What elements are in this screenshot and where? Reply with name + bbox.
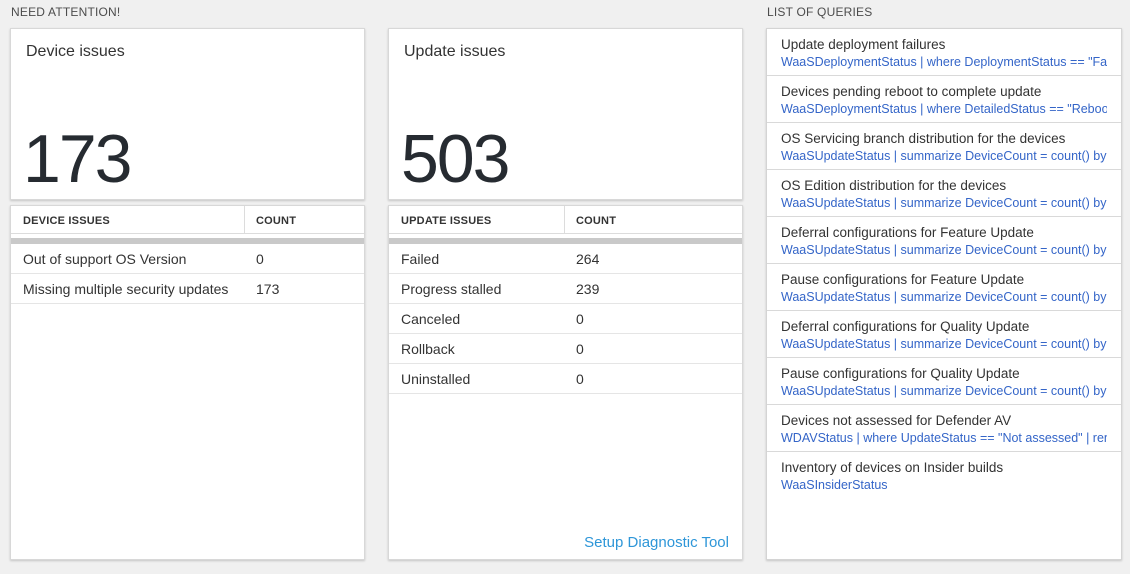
table-row[interactable]: Canceled 0 bbox=[389, 304, 742, 334]
update-issues-tile-title: Update issues bbox=[404, 43, 506, 60]
device-issues-table-header: DEVICE ISSUES COUNT bbox=[11, 206, 364, 234]
query-list-item[interactable]: OS Edition distribution for the devices … bbox=[767, 170, 1121, 217]
table-row[interactable]: Failed 264 bbox=[389, 244, 742, 274]
device-issues-count: 173 bbox=[23, 121, 132, 197]
list-of-queries-heading: LIST OF QUERIES bbox=[767, 5, 873, 19]
column-header-count[interactable]: COUNT bbox=[256, 215, 297, 227]
need-attention-heading-spacer bbox=[388, 0, 743, 28]
table-row[interactable]: Progress stalled 239 bbox=[389, 274, 742, 304]
table-row-count: 0 bbox=[256, 251, 264, 267]
query-list-item[interactable]: Pause configurations for Feature Update … bbox=[767, 264, 1121, 311]
query-title: OS Edition distribution for the devices bbox=[781, 178, 1007, 193]
table-row[interactable]: Out of support OS Version 0 bbox=[11, 244, 364, 274]
query-list-item[interactable]: Devices not assessed for Defender AV WDA… bbox=[767, 405, 1121, 452]
query-title: Update deployment failures bbox=[781, 37, 946, 52]
horizontal-scrollbar[interactable] bbox=[389, 238, 742, 244]
update-issues-table: UPDATE ISSUES COUNT Failed 264 Progress … bbox=[388, 205, 743, 560]
query-list-item[interactable]: Update deployment failures WaaSDeploymen… bbox=[767, 29, 1121, 76]
query-list-item[interactable]: Devices pending reboot to complete updat… bbox=[767, 76, 1121, 123]
setup-diagnostic-tool-link[interactable]: Setup Diagnostic Tool bbox=[584, 534, 729, 551]
query-title: Inventory of devices on Insider builds bbox=[781, 460, 1004, 475]
horizontal-scrollbar[interactable] bbox=[11, 238, 364, 244]
need-attention-heading: NEED ATTENTION! bbox=[11, 5, 121, 19]
query-list-item[interactable]: Deferral configurations for Quality Upda… bbox=[767, 311, 1121, 358]
column-header-update-issues[interactable]: UPDATE ISSUES bbox=[389, 206, 565, 233]
update-issues-table-header: UPDATE ISSUES COUNT bbox=[389, 206, 742, 234]
query-text: WaaSUpdateStatus | summarize DeviceCount… bbox=[781, 149, 1107, 163]
table-row-count: 0 bbox=[576, 371, 584, 387]
table-row[interactable]: Uninstalled 0 bbox=[389, 364, 742, 394]
table-row-label: Uninstalled bbox=[401, 371, 471, 387]
device-issues-tile[interactable]: Device issues 173 bbox=[10, 28, 365, 200]
table-row-label: Out of support OS Version bbox=[23, 251, 187, 267]
table-row[interactable]: Missing multiple security updates 173 bbox=[11, 274, 364, 304]
query-text: WaaSDeploymentStatus | where DetailedSta… bbox=[781, 102, 1107, 116]
query-title: Deferral configurations for Feature Upda… bbox=[781, 225, 1034, 240]
table-row-count: 173 bbox=[256, 281, 280, 297]
query-list-item[interactable]: Pause configurations for Quality Update … bbox=[767, 358, 1121, 405]
query-title: Deferral configurations for Quality Upda… bbox=[781, 319, 1030, 334]
query-title: Devices not assessed for Defender AV bbox=[781, 413, 1012, 428]
update-issues-count: 503 bbox=[401, 121, 510, 197]
query-list-item[interactable]: Inventory of devices on Insider builds W… bbox=[767, 452, 1121, 559]
update-issues-tile[interactable]: Update issues 503 bbox=[388, 28, 743, 200]
query-text: WaaSDeploymentStatus | where DeploymentS… bbox=[781, 55, 1107, 69]
query-text: WaaSUpdateStatus | summarize DeviceCount… bbox=[781, 196, 1107, 210]
query-text: WaaSUpdateStatus | summarize DeviceCount… bbox=[781, 384, 1107, 398]
query-title: Devices pending reboot to complete updat… bbox=[781, 84, 1042, 99]
query-text: WaaSUpdateStatus | summarize DeviceCount… bbox=[781, 290, 1107, 304]
query-list: Update deployment failures WaaSDeploymen… bbox=[766, 28, 1122, 560]
query-text: WaaSUpdateStatus | summarize DeviceCount… bbox=[781, 243, 1107, 257]
table-row-count: 0 bbox=[576, 341, 584, 357]
query-title: OS Servicing branch distribution for the… bbox=[781, 131, 1066, 146]
column-header-device-issues[interactable]: DEVICE ISSUES bbox=[11, 206, 245, 233]
query-title: Pause configurations for Feature Update bbox=[781, 272, 1025, 287]
queries-column: LIST OF QUERIES Update deployment failur… bbox=[766, 0, 1122, 560]
table-row-count: 0 bbox=[576, 311, 584, 327]
table-row-label: Rollback bbox=[401, 341, 455, 357]
query-list-item[interactable]: OS Servicing branch distribution for the… bbox=[767, 123, 1121, 170]
update-issues-column: Update issues 503 UPDATE ISSUES COUNT Fa… bbox=[388, 0, 743, 560]
device-issues-table: DEVICE ISSUES COUNT Out of support OS Ve… bbox=[10, 205, 365, 560]
query-list-item[interactable]: Deferral configurations for Feature Upda… bbox=[767, 217, 1121, 264]
column-header-count[interactable]: COUNT bbox=[576, 215, 617, 227]
table-row-label: Failed bbox=[401, 251, 440, 267]
device-issues-tile-title: Device issues bbox=[26, 43, 125, 60]
update-issues-table-body: Failed 264 Progress stalled 239 Canceled… bbox=[389, 244, 742, 394]
table-row-label: Progress stalled bbox=[401, 281, 502, 297]
query-text: WaaSInsiderStatus bbox=[781, 478, 888, 492]
query-title: Pause configurations for Quality Update bbox=[781, 366, 1020, 381]
query-text: WDAVStatus | where UpdateStatus == "Not … bbox=[781, 431, 1107, 445]
device-issues-column: NEED ATTENTION! Device issues 173 DEVICE… bbox=[10, 0, 365, 560]
table-row-count: 239 bbox=[576, 281, 600, 297]
query-text: WaaSUpdateStatus | summarize DeviceCount… bbox=[781, 337, 1107, 351]
table-row-label: Missing multiple security updates bbox=[23, 281, 229, 297]
table-row[interactable]: Rollback 0 bbox=[389, 334, 742, 364]
table-row-label: Canceled bbox=[401, 311, 461, 327]
table-row-count: 264 bbox=[576, 251, 600, 267]
device-issues-table-body: Out of support OS Version 0 Missing mult… bbox=[11, 244, 364, 304]
